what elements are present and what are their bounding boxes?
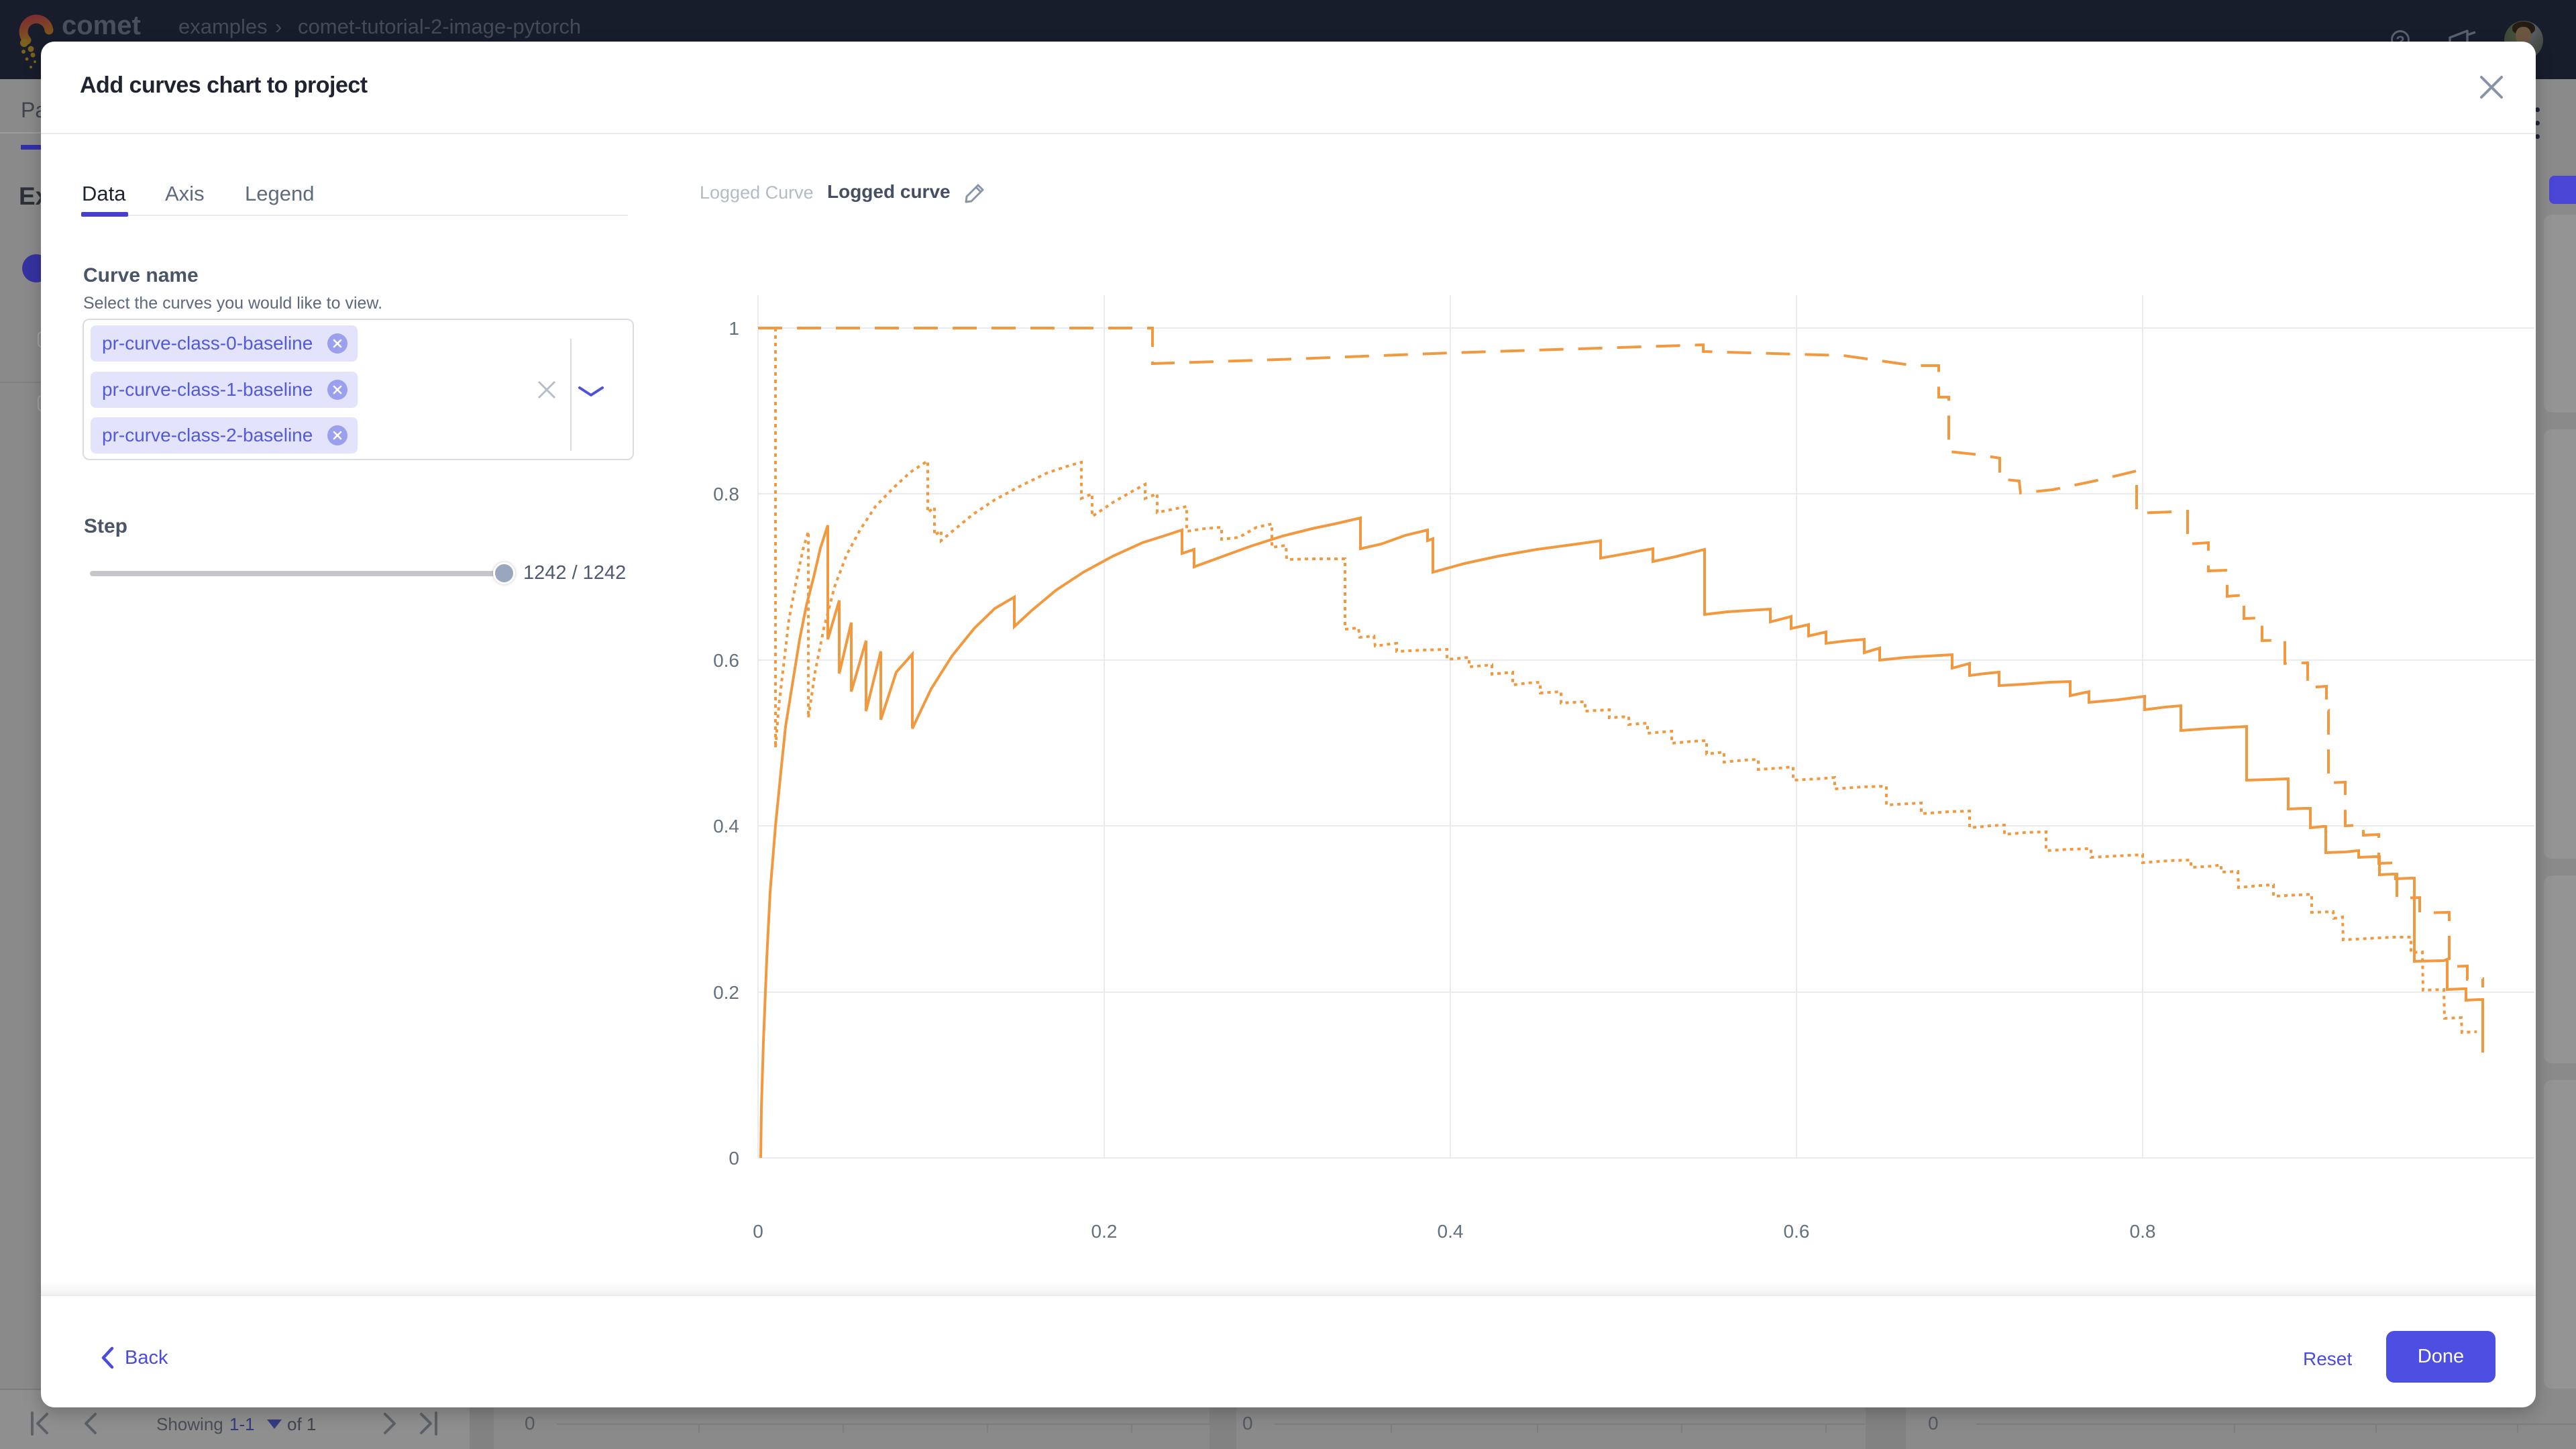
svg-text:0.4: 0.4 — [713, 816, 739, 837]
svg-text:0: 0 — [753, 1221, 763, 1242]
svg-text:0.6: 0.6 — [1784, 1221, 1810, 1242]
svg-text:0.8: 0.8 — [713, 484, 739, 504]
svg-text:0.4: 0.4 — [1438, 1221, 1464, 1242]
svg-text:0.8: 0.8 — [2130, 1221, 2156, 1242]
svg-text:0: 0 — [729, 1148, 739, 1169]
svg-text:1: 1 — [729, 318, 739, 339]
svg-text:0.2: 0.2 — [713, 982, 739, 1003]
svg-text:0.6: 0.6 — [713, 650, 739, 671]
svg-text:0.2: 0.2 — [1091, 1221, 1118, 1242]
